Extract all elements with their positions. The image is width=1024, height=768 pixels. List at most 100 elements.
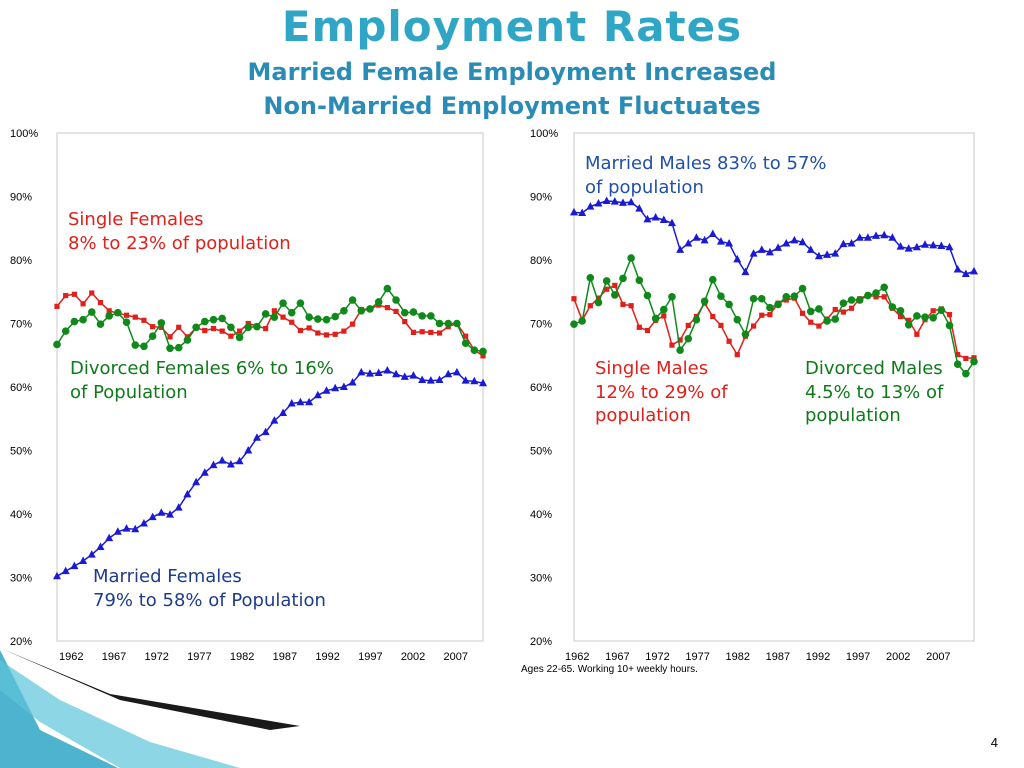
data-point-single [644,327,651,334]
data-point-single [832,306,838,313]
data-point-single [963,355,969,362]
y-tick-label: 40% [530,509,552,521]
data-point-married [700,235,709,244]
data-point-divorced [348,296,357,304]
data-point-married [651,212,660,221]
data-point-divorced [831,315,840,323]
page-number: 4 [990,735,998,750]
data-point-single [428,329,434,335]
data-point-single [685,322,691,329]
data-point-divorced [766,303,774,312]
data-point-married [578,208,587,217]
x-axis-males: 1962 1967 1972 1977 1982 1987 1992 1997 2002 2007 [565,651,951,663]
data-point-single [384,305,390,311]
data-point-married [409,371,418,379]
data-point-single [930,308,936,314]
data-point-divorced [578,317,586,325]
x-tick-label: 1972 [144,651,168,663]
data-point-married [113,527,122,535]
data-point-married [261,427,270,436]
data-point-married [209,460,218,469]
data-point-married [348,378,357,386]
y-axis-females: 20% 30% 40% 50% 60% 70% 80% 90% 100% [10,128,38,648]
data-point-single [669,342,675,348]
plot-area-males [573,132,975,642]
y-tick-label: 80% [10,255,32,267]
data-point-married [365,369,374,377]
data-point-single [106,308,112,314]
data-point-single [571,296,577,302]
data-point-married [400,372,409,380]
data-point-single [480,353,486,359]
data-point-divorced [305,313,313,321]
data-point-divorced [218,314,226,323]
data-point-divorced [676,346,684,354]
data-point-divorced [864,291,872,300]
data-point-divorced [741,330,750,339]
data-point-single [150,324,156,330]
data-point-divorced [61,327,70,335]
data-point-divorced [643,291,652,300]
data-point-married [322,386,331,394]
data-point-married [912,242,921,251]
data-point-married [880,230,889,239]
data-point-divorced [287,308,296,317]
data-point-single [402,318,408,325]
y-tick-label: 90% [530,192,552,204]
data-point-married [426,376,435,384]
x-tick-label: 1987 [273,651,297,663]
data-point-married [131,524,140,533]
data-point-married [79,556,88,564]
footnote: Ages 22-65. Working 10+ weekly hours. [521,664,698,675]
data-point-divorced [70,317,79,326]
data-point-single [97,299,104,306]
data-point-married [814,251,823,260]
annotation-single-females-share: 8% to 23% of population [68,233,291,254]
data-point-single [158,324,164,330]
annotation-divorced-females: Divorced Females 6% to 16% [70,358,334,379]
data-point-divorced [717,292,725,300]
x-tick-label: 2007 [444,651,468,663]
data-point-single [123,312,130,318]
data-point-divorced [435,319,444,328]
x-tick-label: 1962 [59,651,83,663]
data-point-divorced [684,334,693,343]
data-point-married [235,456,244,465]
series-layer-males [570,196,978,378]
data-point-single [595,295,602,301]
data-point-single [628,303,634,309]
corner-swoosh-decoration [0,648,300,768]
data-point-married [270,416,279,424]
data-point-married [87,550,96,558]
data-point-divorced [114,308,122,317]
data-point-single [263,325,269,332]
data-point-married [435,375,444,384]
data-point-single [734,352,740,358]
data-point-divorced [314,315,322,323]
data-point-married [331,383,340,392]
data-point-married [339,382,348,390]
data-point-single [612,282,618,288]
data-point-married [774,243,783,251]
annotation-single-females: Single Females [68,209,204,230]
data-point-single [636,324,642,330]
data-point-married [610,197,619,205]
data-point-divorced [79,315,87,324]
data-point-married [174,503,183,511]
annotations-males: Married Males 83% to 57% of population S… [585,153,944,426]
x-tick-label: 1982 [725,651,749,663]
data-point-divorced [409,308,418,316]
data-point-divorced [253,322,261,331]
data-point-single [210,325,217,332]
data-point-single [202,327,208,334]
data-point-married [855,233,864,241]
data-point-single [463,333,469,339]
y-tick-label: 100% [530,128,558,140]
data-point-single [71,291,77,297]
y-tick-label: 30% [10,573,32,585]
data-point-divorced [806,307,815,316]
data-point-single [971,355,977,361]
data-point-married [635,204,644,212]
data-point-divorced [700,297,709,306]
data-point-divorced [790,292,799,300]
